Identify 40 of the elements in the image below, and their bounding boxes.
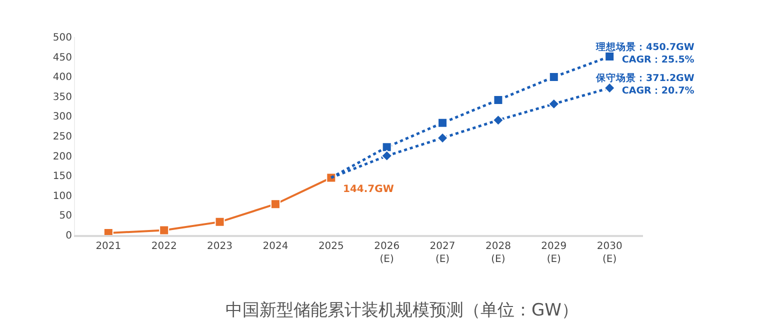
point [382, 142, 392, 152]
y-tick-label: 150 [52, 171, 72, 182]
text: 中国新型储能累计装机规模预测（单位：GW） [225, 300, 578, 321]
annotation: CAGR：25.5% [622, 54, 695, 66]
point [604, 52, 615, 62]
x-tick-label: 2027 (E) [430, 240, 456, 265]
point [214, 216, 225, 227]
annotation: 144.7GW [343, 184, 394, 195]
annotation: 保守场景：371.2GW [595, 72, 695, 84]
annotation: CAGR：20.7% [622, 85, 695, 96]
point [492, 114, 504, 126]
point [270, 199, 280, 210]
y-tick-label: 450 [52, 52, 72, 64]
x-tick-label: 2025 [318, 240, 344, 252]
y-tick-label: 250 [52, 132, 72, 142]
point [604, 82, 616, 94]
point [548, 72, 559, 82]
annotation: 理想场景：450.7GW [595, 41, 695, 53]
x-tick-label: 2026 (E) [374, 240, 400, 265]
x-tick-label: 2022 [151, 240, 177, 252]
x-tick-label: 2028 (E) [485, 240, 511, 265]
point [381, 150, 393, 162]
y-tick-label: 200 [52, 151, 72, 162]
y-tick-label: 100 [52, 190, 72, 202]
y-tick-label: 350 [52, 92, 72, 103]
y-tick-label: 500 [52, 32, 72, 44]
y-tick-label: 300 [52, 112, 72, 123]
x-tick-label: 2029 (E) [541, 240, 567, 265]
x-tick-label: 2023 [207, 240, 233, 252]
x-tick-label: 2024 [262, 240, 288, 252]
y-tick-label: 0 [66, 230, 72, 242]
y-tick-label: 50 [59, 210, 72, 222]
point [159, 225, 170, 236]
x-tick-label: 2021 [96, 240, 122, 252]
point [548, 98, 560, 110]
y-tick-label: 400 [52, 72, 72, 84]
point [438, 118, 448, 128]
point [493, 94, 504, 105]
x-tick-label: 2030 (E) [596, 240, 622, 265]
point [436, 132, 448, 144]
